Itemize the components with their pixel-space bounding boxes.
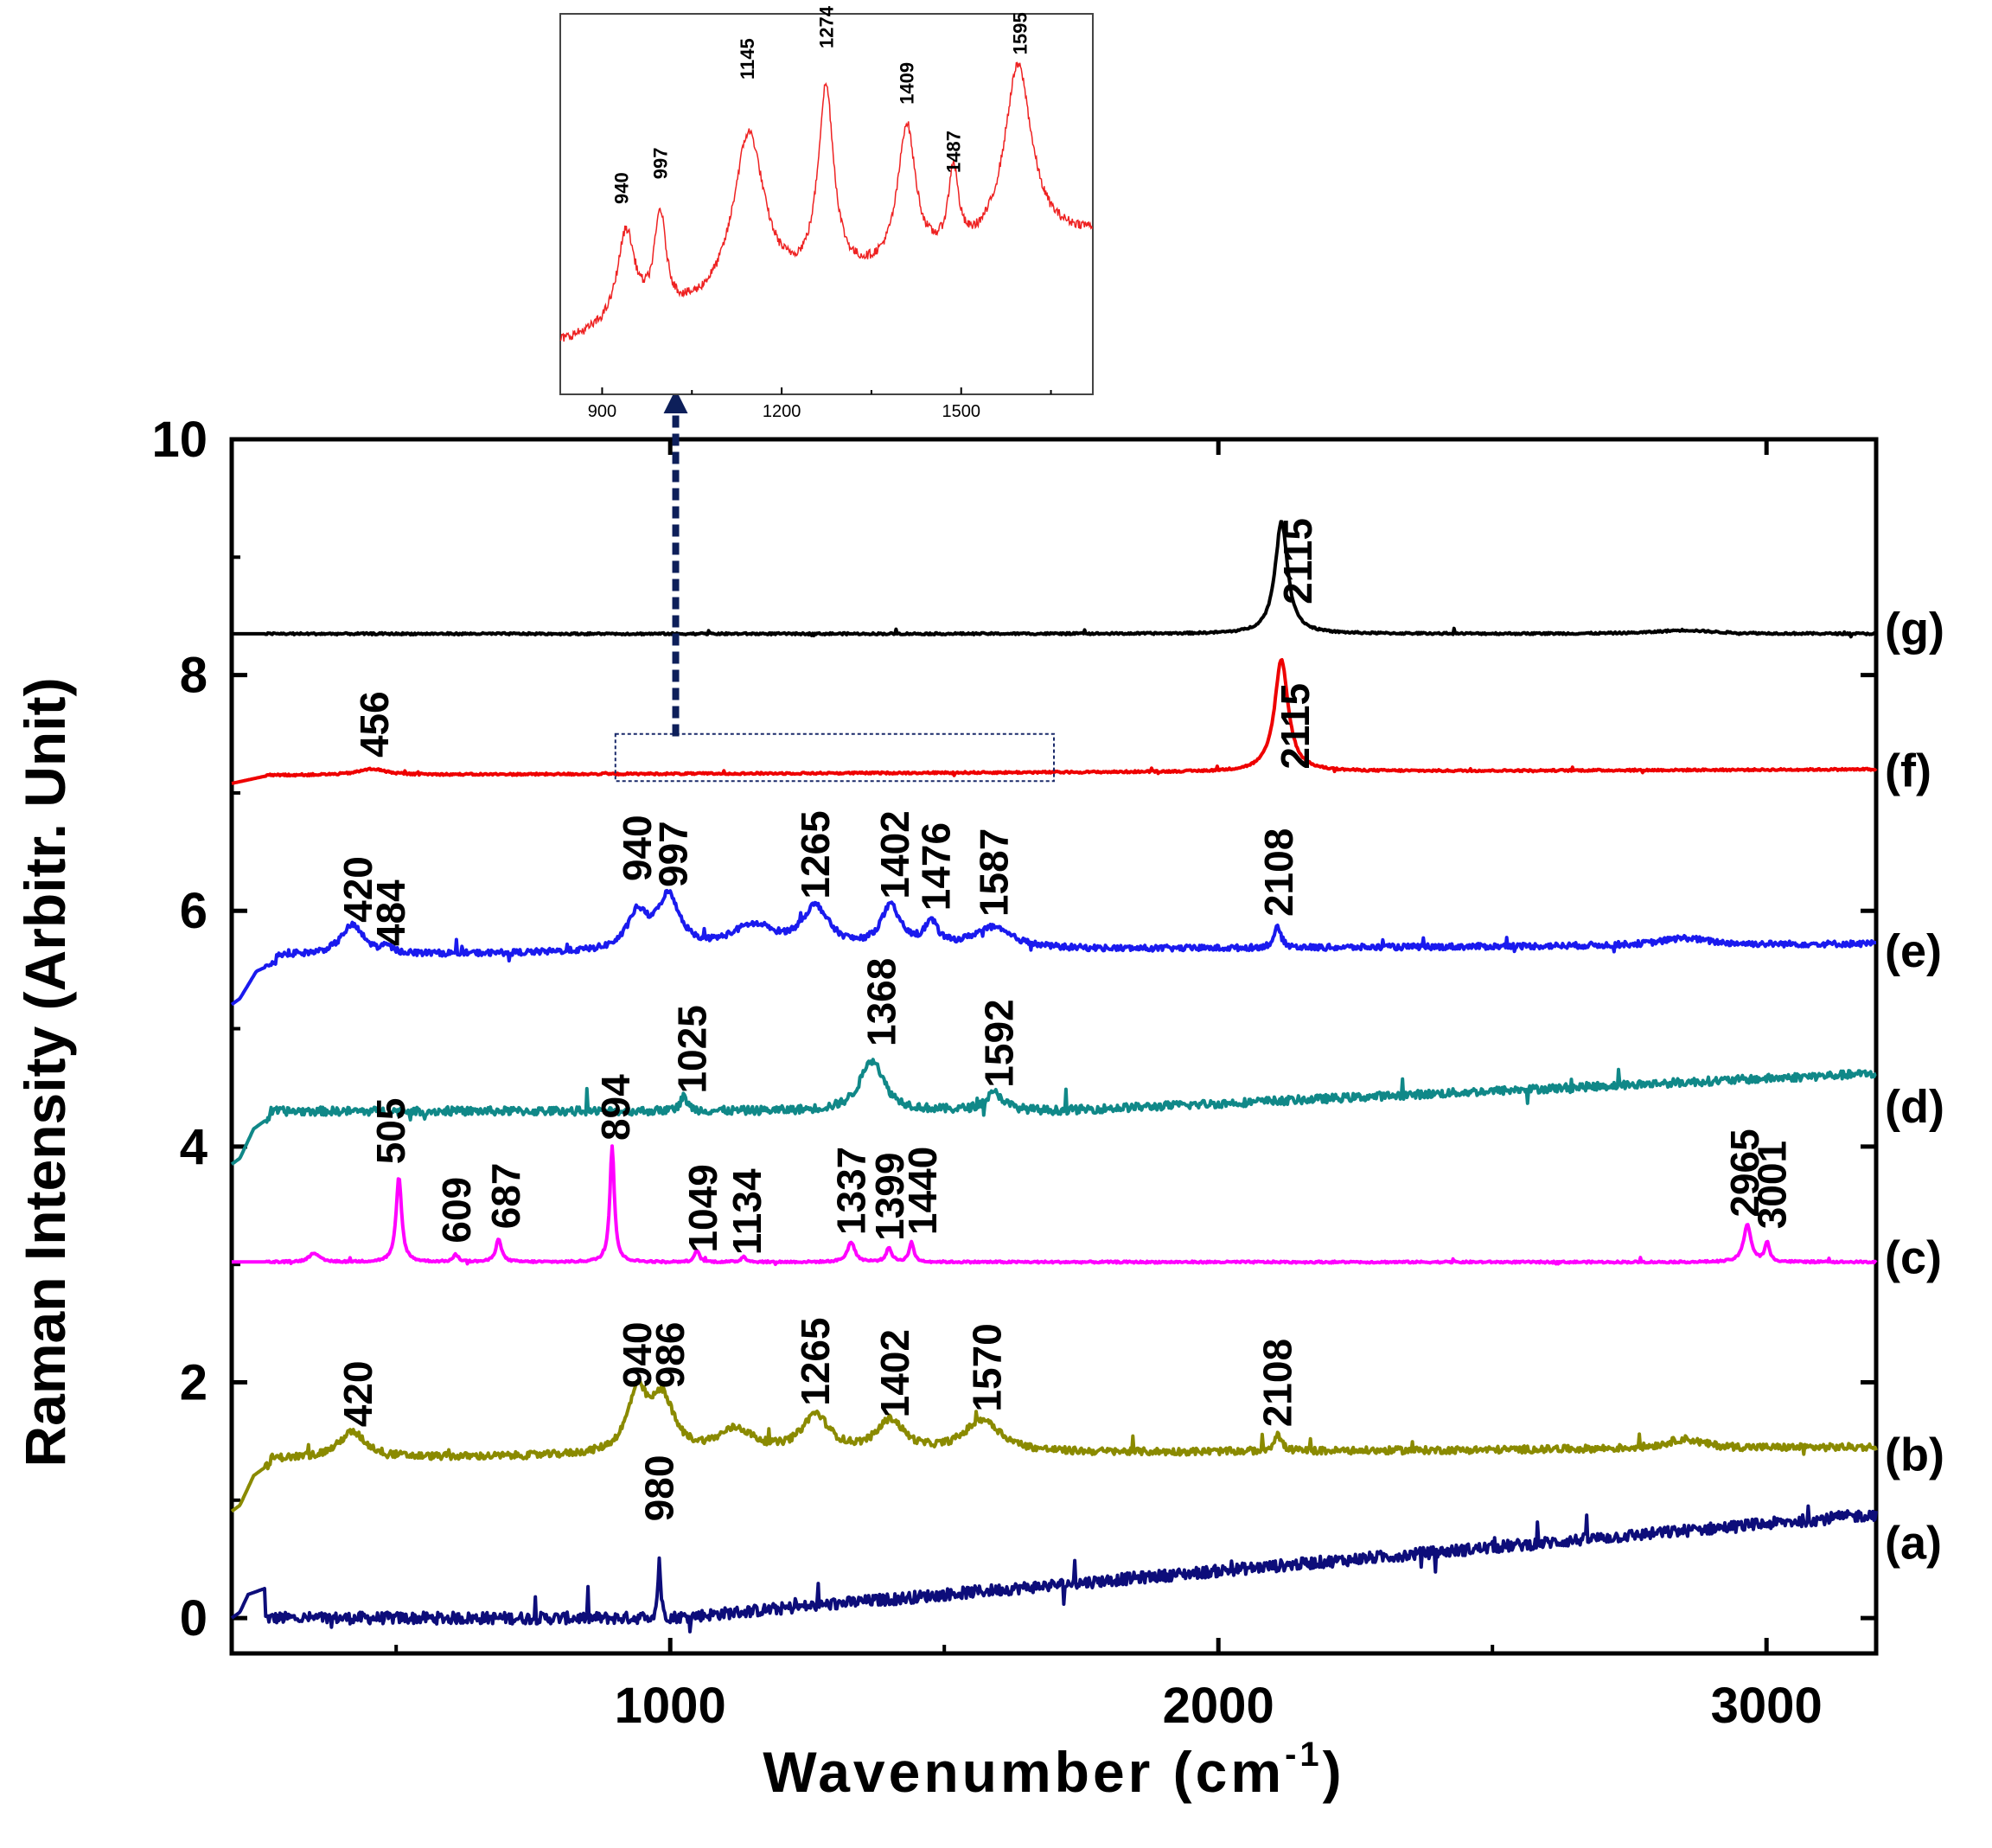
peak-label-c-505: 505 xyxy=(368,1098,413,1165)
peak-label-b-420: 420 xyxy=(335,1361,380,1428)
peak-label-d-1592: 1592 xyxy=(977,999,1022,1087)
spectrum-line-b xyxy=(230,1378,1878,1513)
inset-peak-label-997: 997 xyxy=(650,147,672,179)
spectrum-line-g xyxy=(231,520,1877,639)
peak-label-e-997: 997 xyxy=(650,821,695,887)
inset-peak-label-940: 940 xyxy=(611,172,633,204)
spectrum-line-d xyxy=(230,1058,1877,1166)
y-tick-label: 4 xyxy=(180,1119,208,1175)
y-tick-label: 10 xyxy=(151,412,208,468)
peak-label-d-1368: 1368 xyxy=(859,958,903,1046)
y-tick-label: 2 xyxy=(180,1354,208,1410)
peak-label-c-1134: 1134 xyxy=(725,1168,769,1255)
peak-label-e-420: 420 xyxy=(335,856,380,923)
peak-label-g-2115: 2115 xyxy=(1275,518,1320,604)
inset-peak-label-1145: 1145 xyxy=(737,38,758,80)
peak-label-e-1476: 1476 xyxy=(914,822,959,911)
spectrum-line-c xyxy=(231,1144,1878,1267)
peak-label-c-2965: 2965 xyxy=(1722,1129,1767,1217)
series-label-g: (g) xyxy=(1885,604,1944,655)
plot-frame xyxy=(229,437,1879,1656)
peak-label-e-1587: 1587 xyxy=(971,828,1016,917)
peak-label-a-980: 980 xyxy=(637,1455,682,1522)
x-axis-title-end: ) xyxy=(1323,1740,1345,1804)
peak-label-c-3001: 3001 xyxy=(1750,1141,1795,1229)
series-label-a: (a) xyxy=(1885,1518,1942,1570)
y-tick-label: 6 xyxy=(180,883,208,939)
peak-label-b-1265: 1265 xyxy=(793,1317,838,1405)
x-axis-title: Wavenumber (cm-1) xyxy=(763,1736,1344,1804)
series-label-b: (b) xyxy=(1885,1429,1944,1480)
peak-label-e-1402: 1402 xyxy=(872,810,917,898)
peak-label-d-1025: 1025 xyxy=(670,1005,715,1093)
y-axis-title: Raman Intensity (Arbitr. Unit) xyxy=(13,677,77,1467)
zoom-arrow-head xyxy=(663,389,688,413)
inset-spectrum-line xyxy=(559,61,1094,342)
spectrum-line-f xyxy=(231,658,1878,785)
series-label-e: (e) xyxy=(1885,925,1942,977)
inset-x-tick-label: 1200 xyxy=(763,402,801,421)
peak-label-b-1402: 1402 xyxy=(872,1329,917,1417)
inset-layer: 900 1200 1500 940 997 1145 1274 1409 1487 1595 xyxy=(559,5,1094,783)
zoom-region-box xyxy=(614,732,1055,783)
spectrum-line-e xyxy=(230,888,1877,1007)
x-tick-label: 1000 xyxy=(615,1678,726,1734)
peak-label-b-1570: 1570 xyxy=(965,1323,1010,1411)
peak-label-e-484: 484 xyxy=(368,879,413,946)
x-tick-label: 3000 xyxy=(1711,1678,1823,1734)
y-tick-label: 0 xyxy=(180,1590,208,1647)
spectrum-line-a xyxy=(230,1504,1878,1634)
x-axis-title-main: Wavenumber (cm xyxy=(763,1740,1285,1804)
peak-label-e-2108: 2108 xyxy=(1256,828,1301,917)
inset-peak-label-1274: 1274 xyxy=(815,5,837,48)
inset-peak-label-1595: 1595 xyxy=(1010,12,1031,54)
plot-frame-layer: 1000 2000 3000 0 2 4 6 8 10 Wavenumber (cm-1) Rama… xyxy=(13,412,1879,1804)
peak-label-c-609: 609 xyxy=(434,1177,479,1244)
x-tick-label: 2000 xyxy=(1163,1678,1274,1734)
peak-label-c-1399: 1399 xyxy=(867,1153,912,1241)
inset-peak-label-1487: 1487 xyxy=(943,131,965,173)
inset-x-tick-label: 900 xyxy=(588,402,616,421)
peak-label-c-687: 687 xyxy=(483,1163,528,1230)
peak-label-e-940: 940 xyxy=(615,815,660,881)
series-label-f: (f) xyxy=(1885,745,1931,797)
peak-label-b-2108: 2108 xyxy=(1255,1339,1300,1427)
peak-label-c-894: 894 xyxy=(593,1074,638,1141)
peak-label-f-2115: 2115 xyxy=(1273,683,1318,770)
peak-label-c-1337: 1337 xyxy=(828,1147,873,1235)
peak-label-f-456: 456 xyxy=(352,691,397,758)
inset-peak-label-1409: 1409 xyxy=(897,62,918,105)
y-tick-label: 8 xyxy=(180,648,208,704)
inset-x-tick-label: 1500 xyxy=(942,402,980,421)
peak-label-c-1440: 1440 xyxy=(900,1147,945,1235)
inset-frame xyxy=(559,13,1094,395)
peak-label-e-1265: 1265 xyxy=(793,810,838,898)
series-layer xyxy=(230,520,1878,1634)
series-label-d: (d) xyxy=(1885,1081,1944,1133)
peak-label-c-1049: 1049 xyxy=(680,1164,725,1252)
peak-label-b-940: 940 xyxy=(615,1322,660,1389)
peak-label-b-986: 986 xyxy=(648,1322,693,1389)
series-label-c: (c) xyxy=(1885,1232,1942,1284)
x-axis-title-sup: -1 xyxy=(1285,1736,1323,1774)
